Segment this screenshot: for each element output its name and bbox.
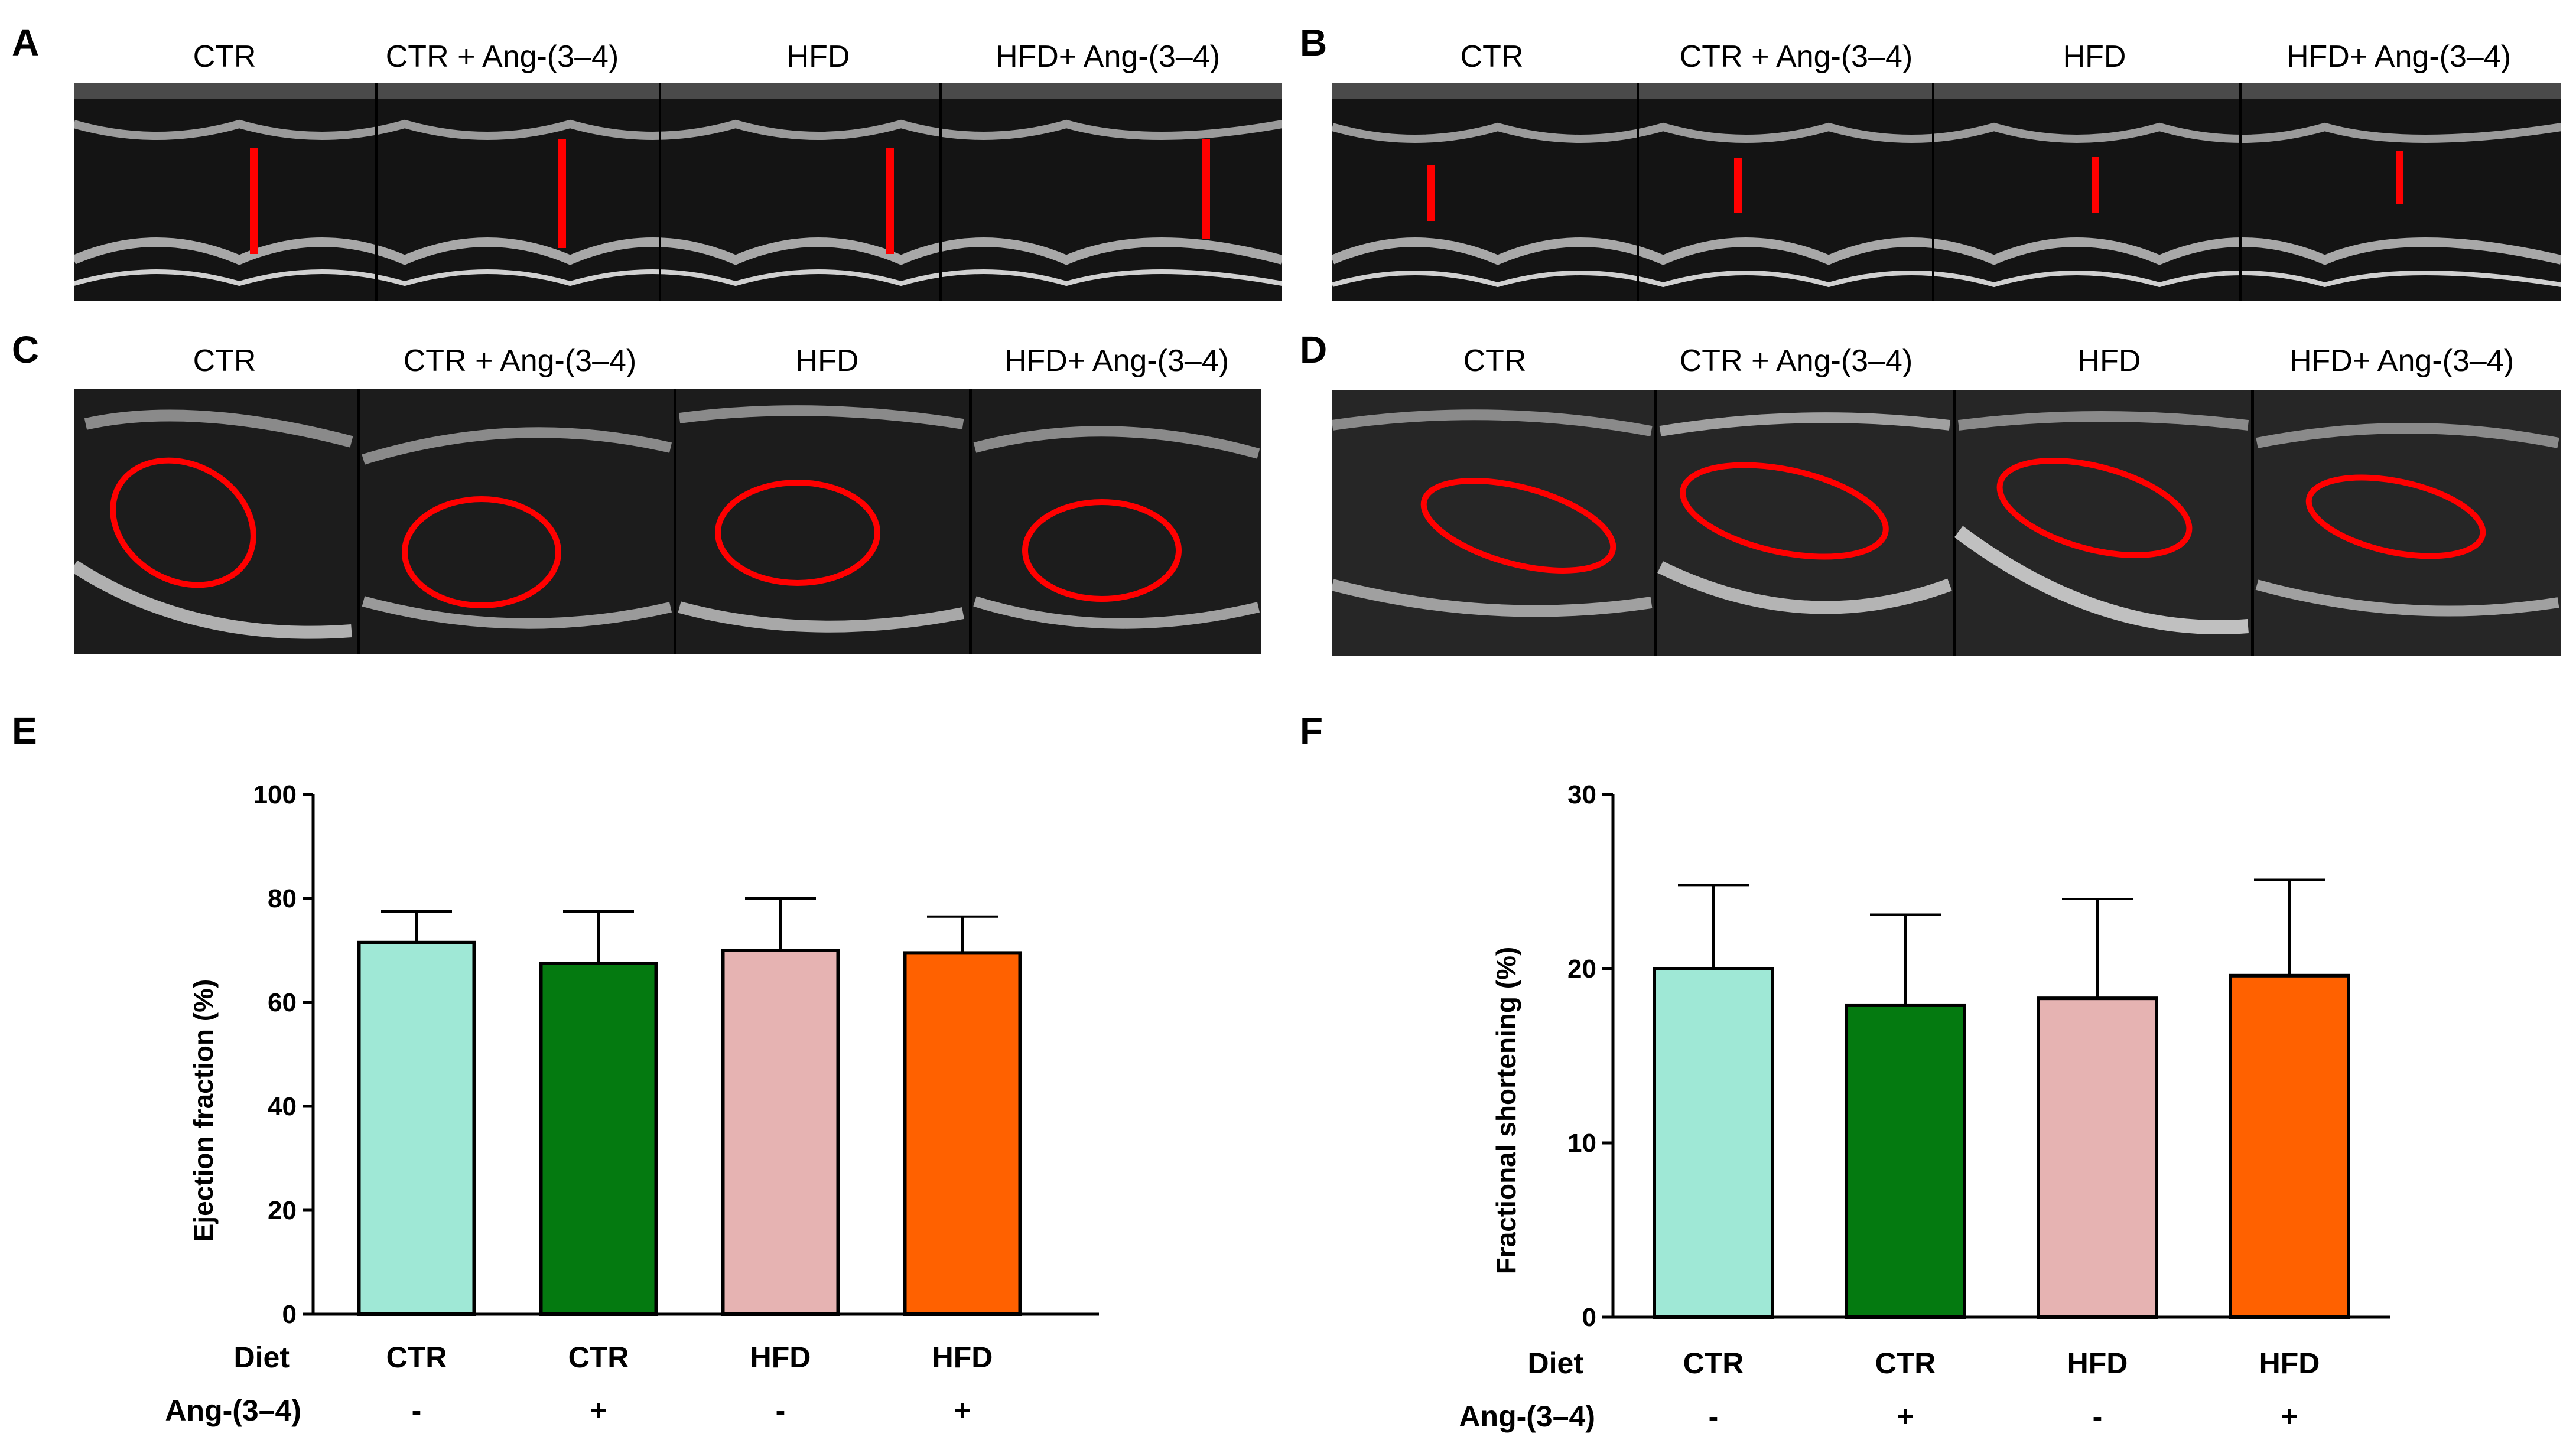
chart-f-bar-1: [1845, 1003, 1966, 1319]
chart-e-row-label-diet: Diet: [234, 1341, 290, 1374]
panel-label-e: E: [12, 709, 37, 752]
panel-d-title-ctr: CTR: [1463, 344, 1527, 378]
chart-f-diet-label-3: HFD: [2259, 1347, 2320, 1380]
panel-d-title-ctr-ang: CTR + Ang-(3–4): [1679, 344, 1913, 378]
panel-a-mmode-svg: [74, 83, 1282, 301]
chart-e-ytick-label-100: 100: [253, 780, 297, 809]
chart-e-ytick-label-40: 40: [268, 1092, 297, 1121]
panel-label-d: D: [1300, 328, 1328, 371]
chart-f-ytick-label-10: 10: [1567, 1129, 1596, 1158]
chart-f-ytick-label-20: 20: [1567, 954, 1596, 983]
panel-c-title-hfd: HFD: [795, 344, 859, 378]
panel-label-b: B: [1300, 21, 1328, 64]
panel-c-title-ctr: CTR: [193, 344, 256, 378]
chart-f-treatment-label-0: -: [1709, 1400, 1719, 1433]
panel-label-a: A: [12, 21, 40, 64]
chart-e-diet-label-3: HFD: [932, 1341, 993, 1374]
panel-b-title-ctr: CTR: [1460, 40, 1524, 74]
chart-e-treatment-label-1: +: [590, 1394, 607, 1427]
panel-b-title-hfd: HFD: [2063, 40, 2126, 74]
chart-f-ytick-label-30: 30: [1567, 780, 1596, 809]
panel-c-echo-svg: [74, 389, 1261, 654]
panel-b-title-ctr-ang: CTR + Ang-(3–4): [1679, 40, 1913, 74]
panel-a-title-hfd-ang: HFD+ Ang-(3–4): [995, 40, 1221, 74]
chart-f-ylabel: Fractional shortening (%): [1491, 947, 1521, 1275]
chart-e-row-label-treatment: Ang-(3–4): [165, 1394, 301, 1427]
panel-d-title-hfd: HFD: [2077, 344, 2141, 378]
chart-e-bar-0: [357, 940, 476, 1317]
chart-f-treatment-label-2: -: [2093, 1400, 2103, 1433]
chart-e-ytick-label-80: 80: [268, 884, 297, 913]
chart-f-treatment-label-3: +: [2281, 1400, 2298, 1433]
chart-e-ylabel: Ejection fraction (%): [188, 979, 219, 1242]
chart-e-treatment-label-0: -: [412, 1394, 422, 1427]
panel-d-echo-image: [1332, 390, 2561, 656]
chart-e-bar-2: [721, 949, 840, 1316]
panel-b-mmode-svg: [1332, 83, 2561, 301]
chart-e-diet-label-2: HFD: [750, 1341, 811, 1374]
chart-f-treatment-label-1: +: [1897, 1400, 1914, 1433]
panel-b-title-hfd-ang: HFD+ Ang-(3–4): [2286, 40, 2512, 74]
chart-f-diet-label-0: CTR: [1683, 1347, 1744, 1380]
chart-f-diet-label-1: CTR: [1875, 1347, 1936, 1380]
panel-c-echo-image: [74, 389, 1261, 654]
chart-f-row-label-diet: Diet: [1528, 1347, 1584, 1380]
chart-f-bar-0: [1653, 967, 1774, 1319]
chart-f-row-label-treatment: Ang-(3–4): [1459, 1400, 1595, 1433]
panel-c-title-hfd-ang: HFD+ Ang-(3–4): [1004, 344, 1230, 378]
chart-f-diet-label-2: HFD: [2067, 1347, 2128, 1380]
chart-e-treatment-label-3: +: [954, 1394, 971, 1427]
panel-label-c: C: [12, 328, 40, 371]
panel-a-title-ctr: CTR: [193, 40, 256, 74]
panel-b-mmode-image: [1332, 83, 2561, 301]
panel-label-f: F: [1300, 709, 1323, 752]
chart-e-diet-label-0: CTR: [386, 1341, 447, 1374]
chart-e-diet-label-1: CTR: [568, 1341, 629, 1374]
panel-c-title-ctr-ang: CTR + Ang-(3–4): [403, 344, 637, 378]
chart-e-ytick-label-20: 20: [268, 1196, 297, 1225]
chart-e-treatment-label-2: -: [776, 1394, 786, 1427]
chart-e-bar-1: [539, 962, 658, 1316]
panel-d-echo-svg: [1332, 390, 2561, 656]
chart-e-ytick-label-0: 0: [282, 1300, 297, 1329]
panel-a-mmode-image: [74, 83, 1282, 301]
chart-e-bar-3: [903, 951, 1022, 1316]
chart-f-bar-3: [2229, 973, 2350, 1320]
panel-d-title-hfd-ang: HFD+ Ang-(3–4): [2289, 344, 2515, 378]
chart-f-bar-2: [2037, 996, 2158, 1319]
chart-f-ytick-label-0: 0: [1582, 1303, 1596, 1332]
panel-a-title-hfd: HFD: [786, 40, 850, 74]
chart-e-ytick-label-60: 60: [268, 988, 297, 1017]
panel-a-title-ctr-ang: CTR + Ang-(3–4): [385, 40, 619, 74]
